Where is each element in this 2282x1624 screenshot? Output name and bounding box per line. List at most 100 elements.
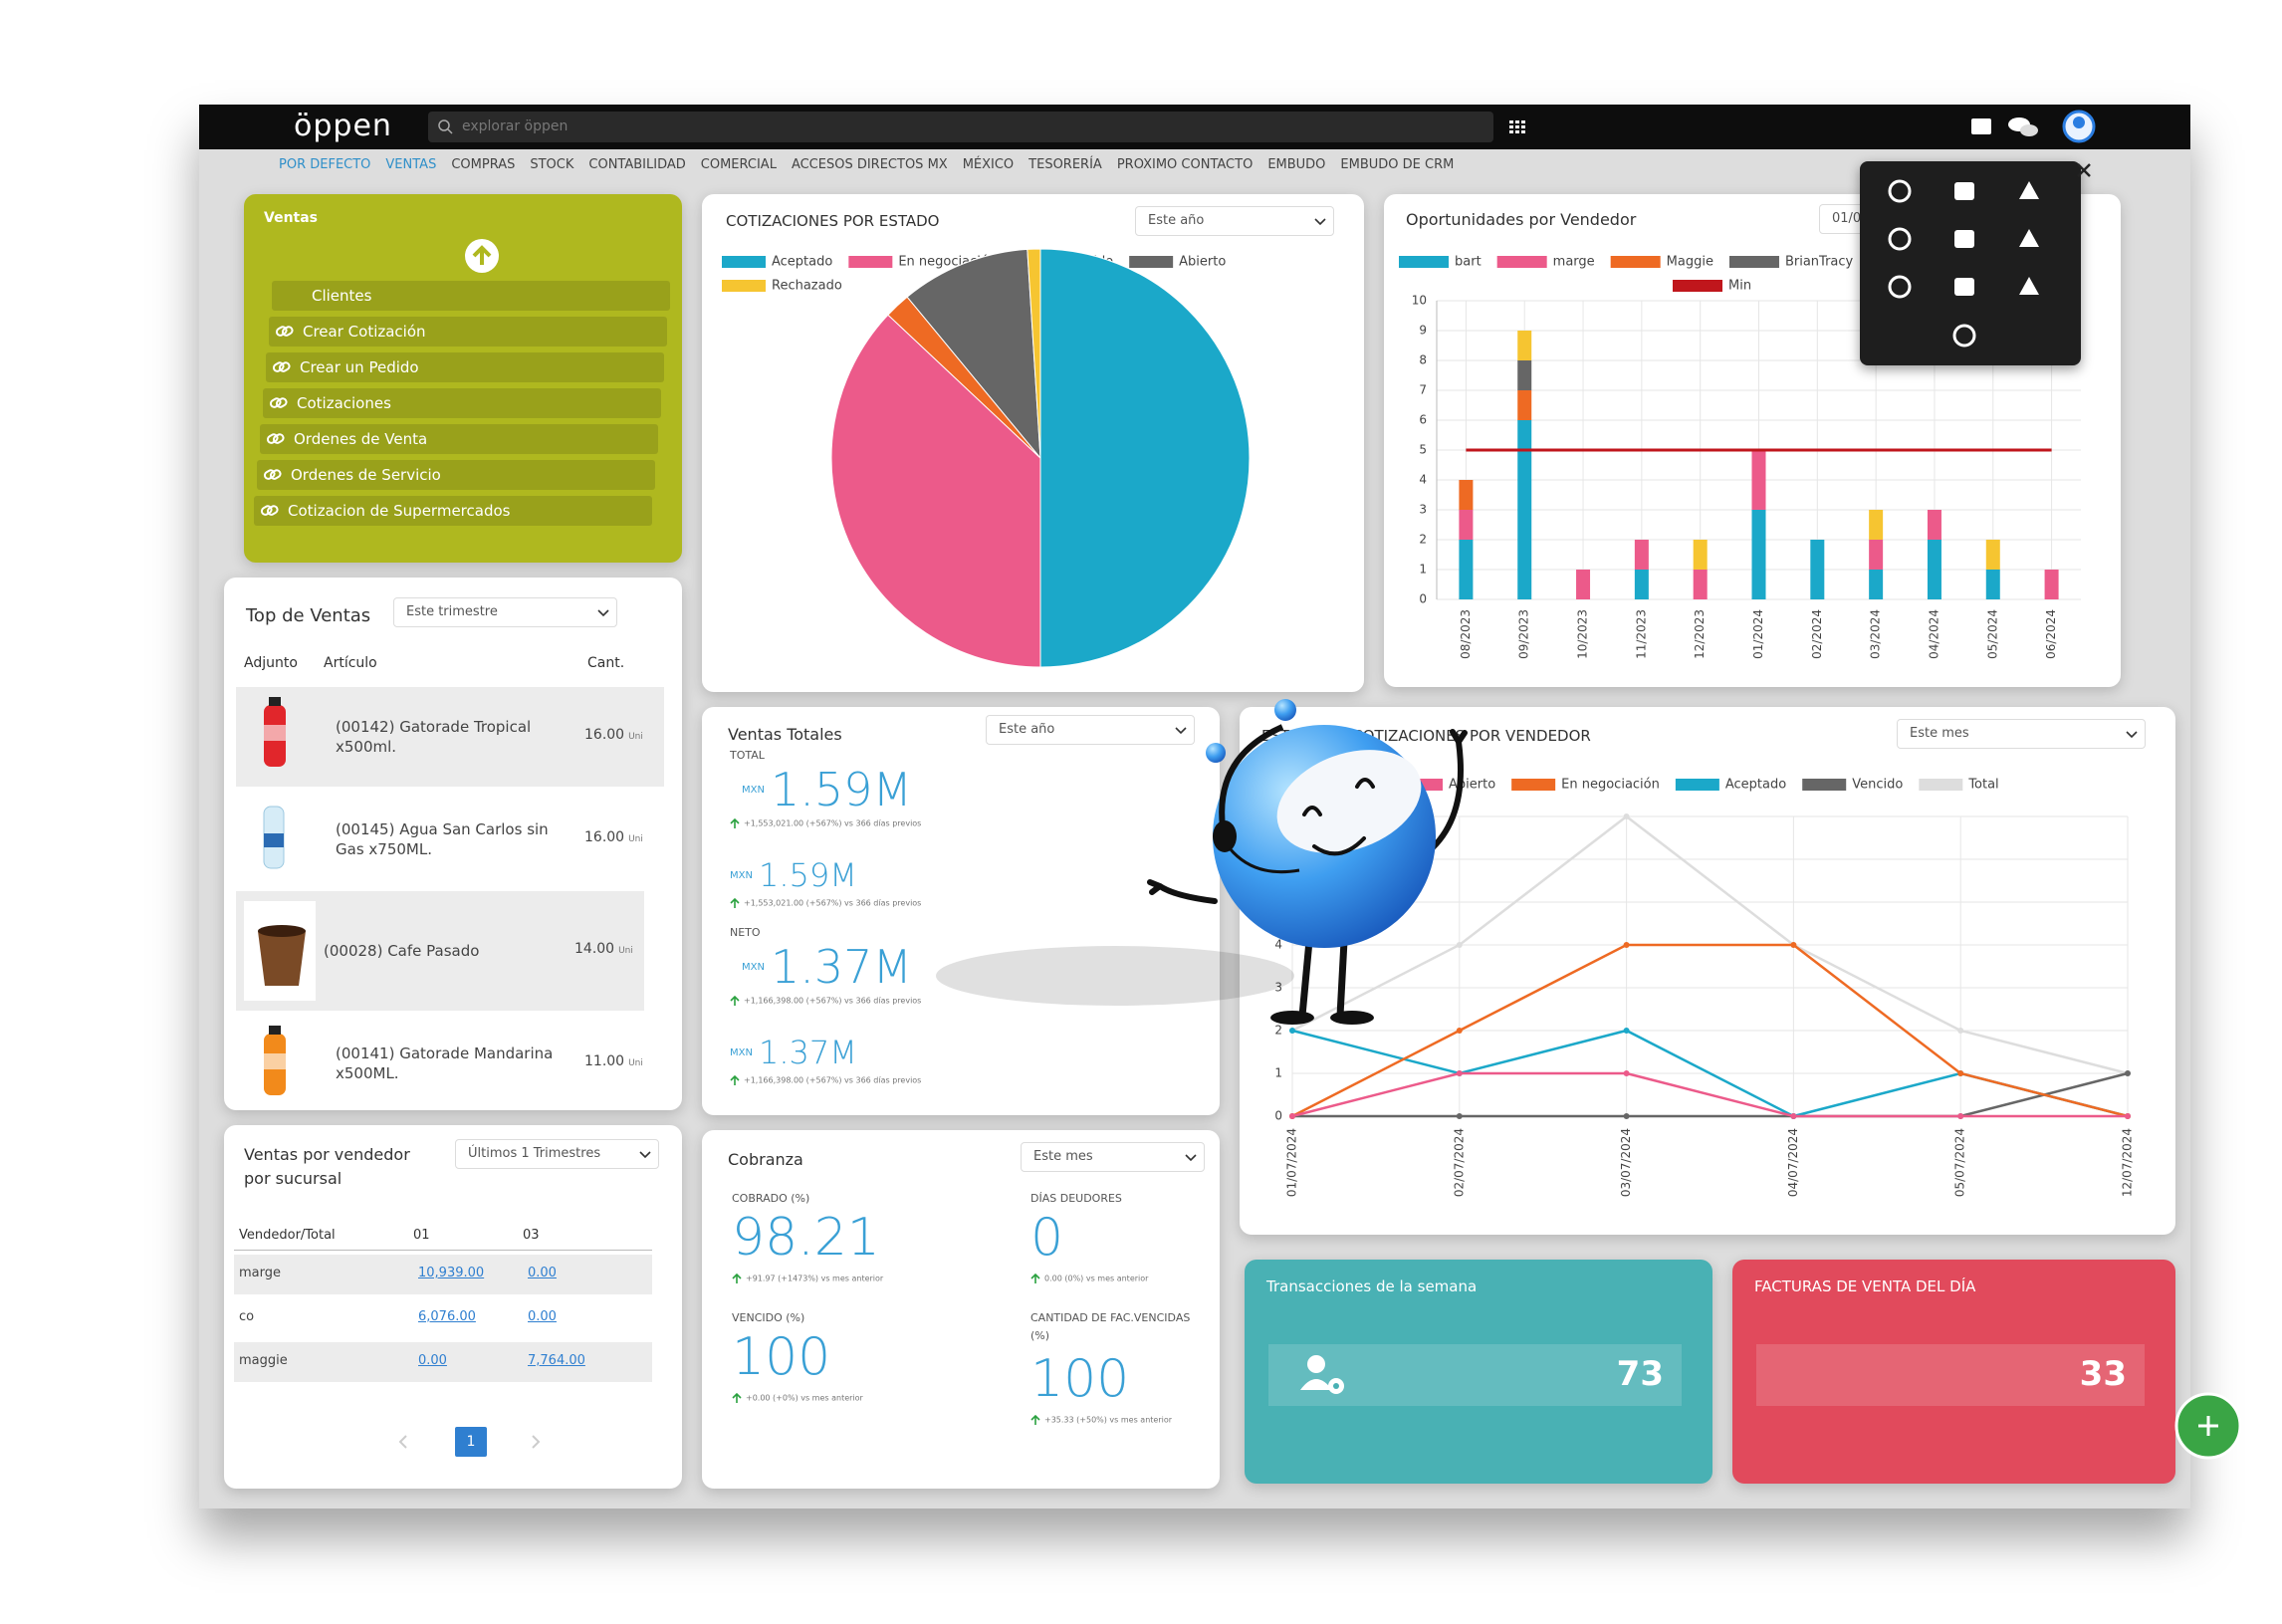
- bar-segment: [1985, 540, 2000, 570]
- menu-item-label: Ordenes de Venta: [294, 430, 428, 448]
- kpi-value-row: MXN 1.59M: [730, 856, 857, 894]
- action-icon[interactable]: [1954, 278, 1974, 296]
- filter-dropdown[interactable]: Este año: [986, 715, 1195, 745]
- filter-label: Este trimestre: [406, 604, 498, 619]
- currency: MXN: [742, 784, 765, 796]
- filter-dropdown[interactable]: Este mes: [1021, 1142, 1205, 1172]
- qty-value: 16.00: [584, 727, 625, 743]
- top-bar: öppen explorar öppen: [199, 105, 2190, 149]
- point-marker: [1790, 1113, 1797, 1119]
- kpi-label: VENCIDO (%): [732, 1311, 805, 1324]
- nav-item[interactable]: COMERCIAL: [700, 157, 777, 172]
- nav-item[interactable]: EMBUDO DE CRM: [1340, 157, 1455, 172]
- apps-dot: [1509, 120, 1513, 123]
- caret-icon: [1175, 727, 1187, 735]
- nav-item[interactable]: PROXIMO CONTACTO: [1116, 157, 1254, 172]
- legend-swatch: [848, 256, 893, 268]
- menu-item[interactable]: Crear un Pedido: [266, 352, 664, 382]
- action-icon[interactable]: [1954, 182, 1974, 200]
- up-arrow: [1030, 1274, 1040, 1283]
- menu-item[interactable]: Ordenes de Servicio: [257, 460, 655, 490]
- change-text: +0.00 (+0%) vs mes anterior: [746, 1393, 863, 1403]
- bar-segment: [2044, 570, 2059, 599]
- menu-item[interactable]: Crear Cotización: [269, 317, 667, 347]
- product-row: (00141) Gatorade Mandarina x500ML. 11.00 U…: [236, 1016, 664, 1110]
- logo: öppen: [294, 109, 392, 143]
- search-box[interactable]: explorar öppen: [428, 112, 1493, 142]
- x-tick-label: 02/07/2024: [1452, 1128, 1466, 1197]
- bar-segment: [1576, 570, 1591, 599]
- nav-item[interactable]: STOCK: [530, 157, 574, 172]
- link-b: [266, 505, 279, 516]
- menu-icons: [465, 239, 499, 273]
- amount-link: 0.00: [528, 1266, 557, 1280]
- legend-swatch: [1511, 779, 1556, 791]
- legend-swatch: [722, 256, 766, 268]
- filter-dropdown[interactable]: Este año: [1135, 206, 1334, 236]
- top-ventas: Top de Ventas Este trimestre Adjunto Artícu…: [224, 578, 682, 1110]
- bar-segment: [1751, 450, 1766, 510]
- prev-arrow: [398, 1435, 407, 1449]
- seller-name: marge: [239, 1266, 281, 1280]
- nav-item[interactable]: POR DEFECTO: [279, 157, 371, 172]
- users-gear-icon: [1300, 1355, 1344, 1394]
- nav-item[interactable]: EMBUDO: [1267, 157, 1326, 172]
- x-tick-label: 03/07/2024: [1619, 1128, 1633, 1197]
- mascot: [936, 699, 1468, 1025]
- filter-dropdown[interactable]: Este mes: [1897, 719, 2146, 749]
- pie-slice: [830, 314, 1041, 668]
- table-row: [234, 1255, 652, 1294]
- link-b: [278, 361, 291, 372]
- nav-item[interactable]: COMPRAS: [451, 157, 516, 172]
- bar-segment: [1459, 510, 1474, 540]
- link-b: [272, 433, 285, 444]
- x-tick-label: 01/2024: [1751, 609, 1765, 659]
- menu-item[interactable]: Cotizaciones: [263, 388, 661, 418]
- menu-item[interactable]: Ordenes de Venta: [260, 424, 658, 454]
- up-arrow: [732, 1274, 742, 1283]
- nav-item[interactable]: MÉXICO: [962, 157, 1015, 172]
- bar-segment: [1751, 510, 1766, 599]
- change-text: +1,553,021.00 (+567%) vs 366 días previo…: [744, 898, 922, 908]
- nav-item[interactable]: CONTABILIDAD: [588, 157, 686, 172]
- stat-value: 33: [2079, 1354, 2127, 1394]
- legend-item: Min: [1673, 279, 1751, 294]
- filter-dropdown[interactable]: Últimos 1 Trimestres: [455, 1139, 659, 1169]
- up-arrow: [730, 996, 740, 1006]
- nav-bar: POR DEFECTO VENTAS COMPRAS STOCK CONTABILIDA…: [279, 157, 1454, 177]
- legend-swatch: [1673, 280, 1722, 292]
- ventas-menu: Ventas Clientes Crear Cotización Crear un P…: [244, 194, 682, 563]
- kpi-label: NETO: [730, 926, 761, 939]
- widget-title: Ventas: [264, 210, 319, 226]
- bar-segment: [1869, 540, 1884, 570]
- action-icon[interactable]: [1954, 230, 1974, 248]
- link-b: [275, 397, 288, 408]
- up-arrow-icon: [730, 898, 740, 908]
- legend-swatch: [722, 280, 766, 292]
- up-arrow-icon: [1030, 1415, 1040, 1425]
- action-icon[interactable]: [2019, 277, 2039, 295]
- nav-item[interactable]: ACCESOS DIRECTOS MX: [791, 157, 948, 172]
- pie-slice: [1027, 248, 1041, 459]
- up-arrow-icon: [1030, 1274, 1040, 1283]
- bar-segment: [1517, 360, 1532, 390]
- filter-dropdown[interactable]: Este trimestre: [393, 597, 617, 627]
- action-icon[interactable]: [1888, 227, 1912, 251]
- nav-item[interactable]: VENTAS: [385, 157, 437, 172]
- action-icon[interactable]: [2019, 229, 2039, 247]
- nav-item[interactable]: TESORERÍA: [1028, 157, 1102, 172]
- action-icon[interactable]: [1888, 275, 1912, 299]
- page-button[interactable]: 1: [455, 1427, 487, 1457]
- product-qty: 11.00 Uni: [584, 1053, 643, 1069]
- filter-label: Últimos 1 Trimestres: [468, 1146, 601, 1161]
- up-arrow-icon: [730, 1075, 740, 1085]
- action-icon[interactable]: [1952, 324, 1976, 348]
- action-icon[interactable]: [2019, 181, 2039, 199]
- y-tick-label: 1: [1274, 1066, 1282, 1080]
- action-icon[interactable]: [1888, 179, 1912, 203]
- link-icon: [275, 326, 294, 337]
- menu-item[interactable]: Clientes: [272, 281, 670, 311]
- menu-item[interactable]: Cotizacion de Supermercados: [254, 496, 652, 526]
- next-arrow: [532, 1435, 541, 1449]
- caret-icon: [2126, 731, 2138, 739]
